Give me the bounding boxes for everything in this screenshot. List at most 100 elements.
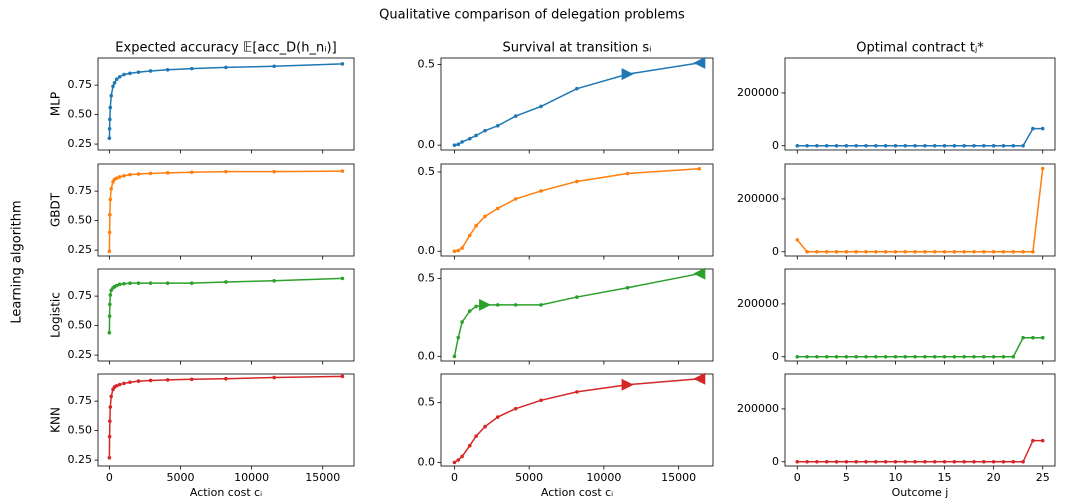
data-point (697, 166, 702, 171)
data-point (474, 434, 478, 438)
y-tick-label: 0.0 (418, 138, 436, 151)
y-tick-label: 0.25 (68, 137, 93, 150)
data-point (952, 143, 957, 148)
data-point (815, 354, 819, 359)
data-point (114, 383, 119, 388)
data-point (107, 330, 112, 335)
data-point (991, 354, 996, 359)
data-point (539, 189, 543, 193)
data-point (128, 380, 132, 385)
data-point (874, 459, 878, 464)
data-point (460, 454, 464, 459)
data-point (962, 459, 966, 464)
data-point (107, 230, 112, 235)
data-point (114, 283, 119, 288)
data-point (108, 212, 112, 217)
data-point (903, 143, 908, 148)
data-point (864, 143, 868, 148)
data-point (189, 66, 194, 71)
y-tick-label: 0.0 (418, 455, 436, 468)
y-tick-label: 0.50 (68, 108, 93, 121)
data-point (972, 459, 976, 464)
axes-frame (784, 163, 1056, 257)
y-tick-label: 200000 (737, 86, 779, 99)
data-point (815, 143, 819, 148)
data-point (340, 374, 345, 379)
y-tick-label: 0.0 (418, 244, 436, 257)
y-tick-label: 0.5 (418, 165, 436, 178)
data-point (991, 459, 996, 464)
data-point (972, 249, 976, 254)
data-point (495, 303, 500, 307)
data-point (189, 377, 194, 382)
axes-title: Expected accuracy 𝔼[acc_D(h_nᵢ)] (115, 41, 336, 56)
axes-frame (97, 57, 355, 151)
axes-title: Optimal contract tⱼ* (856, 41, 984, 56)
y-tick-label: 0.50 (68, 214, 93, 227)
data-point (136, 172, 141, 176)
y-tick-label: 0.75 (68, 78, 93, 91)
data-point (932, 249, 937, 254)
data-point (923, 249, 927, 254)
data-line (108, 277, 343, 333)
data-point (883, 459, 888, 464)
data-point (942, 459, 947, 464)
data-point (122, 281, 126, 286)
x-tick-label: 10 (888, 471, 902, 484)
data-point (913, 459, 917, 464)
data-point (874, 249, 878, 254)
data-point (136, 379, 141, 383)
data-point (456, 248, 461, 253)
data-point (883, 249, 888, 254)
x-axis-label: Action cost cᵢ (190, 486, 262, 499)
y-axis-label: MLP (49, 92, 63, 116)
data-point (452, 354, 457, 359)
figure-ylabel: Learning algorithm (10, 200, 25, 323)
data-point (456, 335, 461, 340)
data-point (109, 93, 113, 98)
data-point (456, 142, 461, 147)
data-point (108, 117, 112, 122)
data-point (942, 249, 947, 254)
data-point (913, 354, 917, 359)
data-point (495, 123, 500, 128)
data-point (1001, 249, 1006, 254)
data-point (834, 143, 839, 148)
data-point (575, 295, 579, 299)
data-point (962, 249, 966, 254)
data-point (224, 65, 228, 70)
data-point (272, 64, 276, 69)
x-axis-label: Outcome j (892, 486, 949, 499)
data-point (165, 67, 170, 72)
data-point (483, 214, 487, 219)
x-tick-label: 10000 (234, 471, 269, 484)
data-point (114, 77, 119, 82)
data-point (815, 459, 819, 464)
axes-title: Survival at transition sᵢ (503, 41, 652, 56)
data-point (982, 143, 986, 148)
y-tick-label: 0.75 (68, 184, 93, 197)
data-point (340, 169, 345, 173)
data-point (864, 249, 868, 254)
data-point (1021, 249, 1025, 254)
data-point (1021, 143, 1025, 148)
y-tick-label: 0 (772, 245, 779, 258)
data-point (834, 459, 839, 464)
data-point (805, 354, 809, 359)
axes-frame (440, 268, 714, 362)
data-point (148, 69, 153, 73)
data-point (805, 249, 809, 254)
data-point (148, 281, 153, 285)
data-point (107, 136, 112, 141)
data-point (903, 459, 908, 464)
data-point (108, 105, 113, 110)
y-tick-label: 0.0 (418, 349, 436, 362)
data-line (454, 62, 700, 146)
data-point (874, 354, 878, 359)
data-point (932, 459, 937, 464)
data-point (1011, 249, 1016, 254)
data-point (893, 249, 898, 254)
data-point (932, 354, 937, 359)
data-point (923, 459, 927, 464)
data-point (483, 424, 487, 429)
